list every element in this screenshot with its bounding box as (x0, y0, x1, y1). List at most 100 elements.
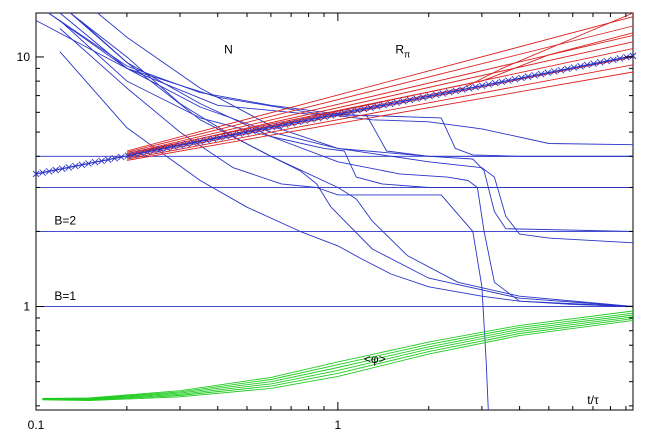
marker-point (550, 68, 558, 75)
series-phi-22 (42, 312, 634, 400)
marker-point (610, 56, 617, 64)
marker-point (314, 114, 322, 122)
series-R-18 (126, 71, 634, 161)
marker-point (439, 90, 447, 97)
marker-point (518, 74, 525, 82)
series-R-12 (126, 25, 634, 153)
series-N-3 (59, 20, 633, 188)
marker-point (386, 100, 394, 108)
annotation-2: B=2 (54, 214, 76, 228)
marker-point (117, 153, 125, 161)
marker-point (413, 95, 420, 102)
marker-point (511, 75, 519, 83)
marker-point (144, 148, 151, 156)
marker-point (531, 72, 538, 79)
marker-point (426, 92, 433, 100)
marker-point (268, 123, 276, 131)
series-R-11 (126, 16, 634, 152)
x-axis-label: t/τ (587, 393, 599, 407)
marker-point (98, 157, 105, 165)
marker-point (52, 166, 59, 174)
series-R-17 (126, 64, 634, 160)
series-phi-23 (42, 314, 634, 400)
annotation-subscript: π (404, 50, 410, 60)
marker-point (209, 135, 217, 143)
marker-point (524, 73, 532, 80)
series-phi-26 (42, 319, 634, 402)
series-R-20 (126, 32, 634, 155)
marker-point (308, 116, 315, 123)
annotation-3: B=1 (54, 289, 76, 303)
marker-point (78, 161, 86, 169)
marker-point (432, 91, 440, 99)
marker-point (478, 82, 486, 90)
series-R-13 (126, 34, 634, 155)
annotation-4: <φ> (364, 352, 386, 366)
marker-point (445, 88, 453, 96)
annotations: N Rπ B=2 B=1 <φ> (54, 43, 410, 366)
marker-point (472, 83, 479, 91)
x-tick-label: 1 (335, 418, 342, 432)
marker-point (570, 64, 578, 71)
marker-point (334, 110, 342, 118)
marker-point (183, 140, 191, 148)
marker-point (380, 101, 388, 109)
marker-point (367, 104, 374, 112)
marker-point (163, 144, 171, 152)
series-N-6 (70, 12, 634, 307)
marker-point (58, 165, 66, 173)
marker-series (32, 52, 637, 178)
marker-point (577, 62, 584, 70)
marker-point (557, 66, 565, 74)
series-N-8 (59, 51, 634, 307)
marker-point (216, 134, 224, 141)
marker-point (281, 121, 289, 128)
marker-point (249, 127, 256, 135)
marker-point (45, 167, 53, 175)
marker-point (157, 145, 164, 153)
plot-frame (35, 12, 634, 411)
axis-ticks: 0.1 1 1 10 (17, 13, 633, 432)
marker-point (275, 122, 283, 130)
marker-point (242, 129, 250, 136)
series-N-9 (59, 28, 489, 411)
marker-point (85, 160, 92, 167)
marker-point (459, 86, 466, 93)
y-tick-label: 10 (17, 50, 31, 64)
marker-point (170, 143, 178, 150)
marker-point (72, 162, 79, 170)
marker-point (39, 169, 46, 176)
marker-point (295, 118, 302, 126)
marker-point (629, 52, 637, 60)
annotation-1: Rπ (395, 43, 410, 60)
marker-point (452, 87, 460, 95)
marker-point (544, 69, 552, 77)
series-R-19 (126, 12, 634, 156)
marker-point (190, 139, 197, 147)
series-N-5 (70, 12, 634, 307)
marker-point (262, 125, 269, 132)
marker-point (354, 107, 361, 114)
series-phi-24 (42, 316, 634, 400)
marker-point (360, 105, 368, 113)
marker-point (255, 126, 263, 134)
marker-point (400, 97, 407, 105)
series-lines (35, 12, 634, 411)
marker-point (327, 112, 335, 119)
series-R-16 (126, 56, 634, 159)
marker-point (603, 57, 611, 65)
marker-point (104, 156, 112, 163)
marker-point (111, 155, 119, 162)
marker-point (505, 77, 512, 84)
marker-point (196, 138, 204, 145)
series-N-2 (48, 12, 633, 157)
marker-point (236, 130, 243, 138)
marker-point (131, 151, 138, 158)
marker-point (229, 131, 237, 139)
marker-point (203, 136, 210, 144)
marker-point (465, 84, 473, 92)
series-phi-25 (42, 318, 634, 401)
series-phi-21 (42, 310, 634, 399)
marker-point (596, 59, 604, 66)
